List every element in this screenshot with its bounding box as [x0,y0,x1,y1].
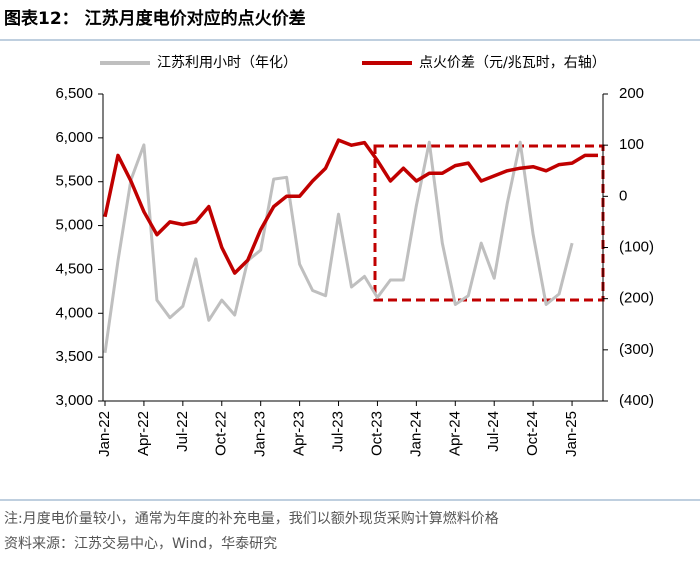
y-tick-label: 6,000 [55,129,93,146]
x-tick-label: Oct-23 [368,411,385,456]
y-tick-label: 3,000 [55,392,93,409]
y2-tick-label: 200 [619,85,644,102]
legend-label: 江苏利用小时（年化） [157,55,297,71]
series-line [103,140,574,354]
x-tick-label: Oct-22 [213,411,230,456]
y2-tick-label: (100) [619,238,654,255]
y-tick-label: 5,000 [55,217,93,234]
footnote: 注:月度电价量较小，通常为年度的补充电量，我们以额外现货采购计算燃料价格 [4,510,499,527]
x-tick-label: Jul-24 [485,411,502,452]
y-tick-label: 6,500 [55,85,93,102]
y-tick-label: 4,000 [55,304,93,321]
x-tick-label: Jan-23 [252,411,269,457]
y2-tick-label: (400) [619,392,654,409]
legend-label: 点火价差（元/兆瓦时，右轴） [419,55,606,71]
y-tick-label: 5,500 [55,173,93,190]
source: 资料来源：江苏交易中心，Wind，华泰研究 [4,535,277,552]
y-tick-label: 4,500 [55,260,93,277]
x-tick-label: Apr-24 [446,411,463,456]
y2-tick-label: 100 [619,136,644,153]
y2-tick-label: 0 [619,187,627,204]
x-tick-label: Jul-22 [174,411,191,452]
x-tick-label: Jan-24 [407,411,424,457]
y2-tick-label: (200) [619,290,654,307]
x-tick-label: Oct-24 [524,411,541,456]
highlight-box [373,144,605,302]
x-tick-label: Jan-22 [96,411,113,457]
y2-tick-label: (300) [619,341,654,358]
series-line [103,138,598,275]
chart-title: 图表12： 江苏月度电价对应的点火价差 [4,8,306,29]
y-tick-label: 3,500 [55,348,93,365]
x-tick-label: Jul-23 [329,411,346,452]
x-tick-label: Jan-25 [563,411,580,457]
x-tick-label: Apr-22 [135,411,152,456]
x-tick-label: Apr-23 [291,411,308,456]
